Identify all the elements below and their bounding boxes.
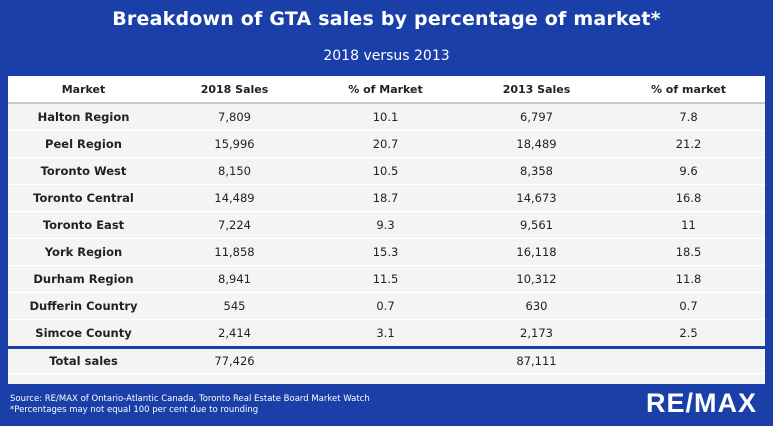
table-cell: 20.7 [310, 130, 461, 158]
market-name-cell: Toronto West [8, 157, 159, 185]
table-cell: 18.7 [310, 184, 461, 212]
source-note: Source: RE/MAX of Ontario-Atlantic Canad… [10, 394, 370, 404]
table-row: Toronto Central 14,489 18.7 14,673 16.8 [8, 184, 765, 212]
table-cell: 2.5 [612, 319, 765, 348]
table-row: Toronto East 7,224 9.3 9,561 11 [8, 211, 765, 239]
table-cell: 11 [612, 211, 765, 239]
column-header: Market [8, 76, 159, 104]
table-cell: 15,996 [159, 130, 310, 158]
table-cell: 11.8 [612, 265, 765, 293]
table-cell: 2,173 [461, 319, 612, 348]
table-cell: 14,489 [159, 184, 310, 212]
table-cell: 9.6 [612, 157, 765, 185]
table-cell: 8,150 [159, 157, 310, 185]
table-cell: 8,358 [461, 157, 612, 185]
page-title: Breakdown of GTA sales by percentage of … [112, 8, 661, 30]
sales-table: Market 2018 Sales % of Market 2013 Sales… [8, 76, 765, 374]
remax-logo: RE/MAX [645, 388, 757, 418]
table-cell: 2,414 [159, 319, 310, 348]
table-cell: 6,797 [461, 103, 612, 131]
market-name-cell: Toronto Central [8, 184, 159, 212]
table-cell: 10.1 [310, 103, 461, 131]
table-cell: 11,858 [159, 238, 310, 266]
table-cell: 7,224 [159, 211, 310, 239]
table-cell: 630 [461, 292, 612, 320]
table-cell: 3.1 [310, 319, 461, 348]
sales-table-container: Market 2018 Sales % of Market 2013 Sales… [8, 76, 765, 384]
table-cell: 18,489 [461, 130, 612, 158]
table-cell: 7.8 [612, 103, 765, 131]
footer-notes: Source: RE/MAX of Ontario-Atlantic Canad… [10, 394, 370, 416]
total-cell: 77,426 [159, 346, 310, 374]
table-cell: 10,312 [461, 265, 612, 293]
market-name-cell: Halton Region [8, 103, 159, 131]
table-row: Simcoe County 2,414 3.1 2,173 2.5 [8, 319, 765, 348]
table-cell: 9,561 [461, 211, 612, 239]
market-name-cell: Dufferin Country [8, 292, 159, 320]
table-cell: 16,118 [461, 238, 612, 266]
column-header: % of market [612, 76, 765, 104]
column-header: 2018 Sales [159, 76, 310, 104]
column-header: 2013 Sales [461, 76, 612, 104]
table-cell: 15.3 [310, 238, 461, 266]
table-row: Peel Region 15,996 20.7 18,489 21.2 [8, 130, 765, 158]
table-cell: 14,673 [461, 184, 612, 212]
table-row: Toronto West 8,150 10.5 8,358 9.6 [8, 157, 765, 185]
market-name-cell: Durham Region [8, 265, 159, 293]
total-cell: 87,111 [461, 346, 612, 374]
table-cell: 545 [159, 292, 310, 320]
table-cell: 7,809 [159, 103, 310, 131]
table-row: Dufferin Country 545 0.7 630 0.7 [8, 292, 765, 320]
rounding-note: *Percentages may not equal 100 per cent … [10, 405, 259, 415]
table-header-row: Market 2018 Sales % of Market 2013 Sales… [8, 76, 765, 104]
total-row: Total sales 77,426 87,111 [8, 346, 765, 374]
market-name-cell: Toronto East [8, 211, 159, 239]
market-name-cell: Peel Region [8, 130, 159, 158]
table-cell: 8,941 [159, 265, 310, 293]
page-subtitle: 2018 versus 2013 [323, 48, 450, 64]
market-name-cell: Simcoe County [8, 319, 159, 348]
table-cell: 0.7 [612, 292, 765, 320]
table-cell: 10.5 [310, 157, 461, 185]
table-row: York Region 11,858 15.3 16,118 18.5 [8, 238, 765, 266]
table-cell: 11.5 [310, 265, 461, 293]
total-cell [310, 346, 461, 374]
table-row: Durham Region 8,941 11.5 10,312 11.8 [8, 265, 765, 293]
table-cell: 9.3 [310, 211, 461, 239]
total-cell [612, 346, 765, 374]
table-cell: 16.8 [612, 184, 765, 212]
market-name-cell: York Region [8, 238, 159, 266]
table-cell: 21.2 [612, 130, 765, 158]
table-row: Halton Region 7,809 10.1 6,797 7.8 [8, 103, 765, 131]
column-header: % of Market [310, 76, 461, 104]
table-cell: 18.5 [612, 238, 765, 266]
total-label-cell: Total sales [8, 346, 159, 374]
table-cell: 0.7 [310, 292, 461, 320]
